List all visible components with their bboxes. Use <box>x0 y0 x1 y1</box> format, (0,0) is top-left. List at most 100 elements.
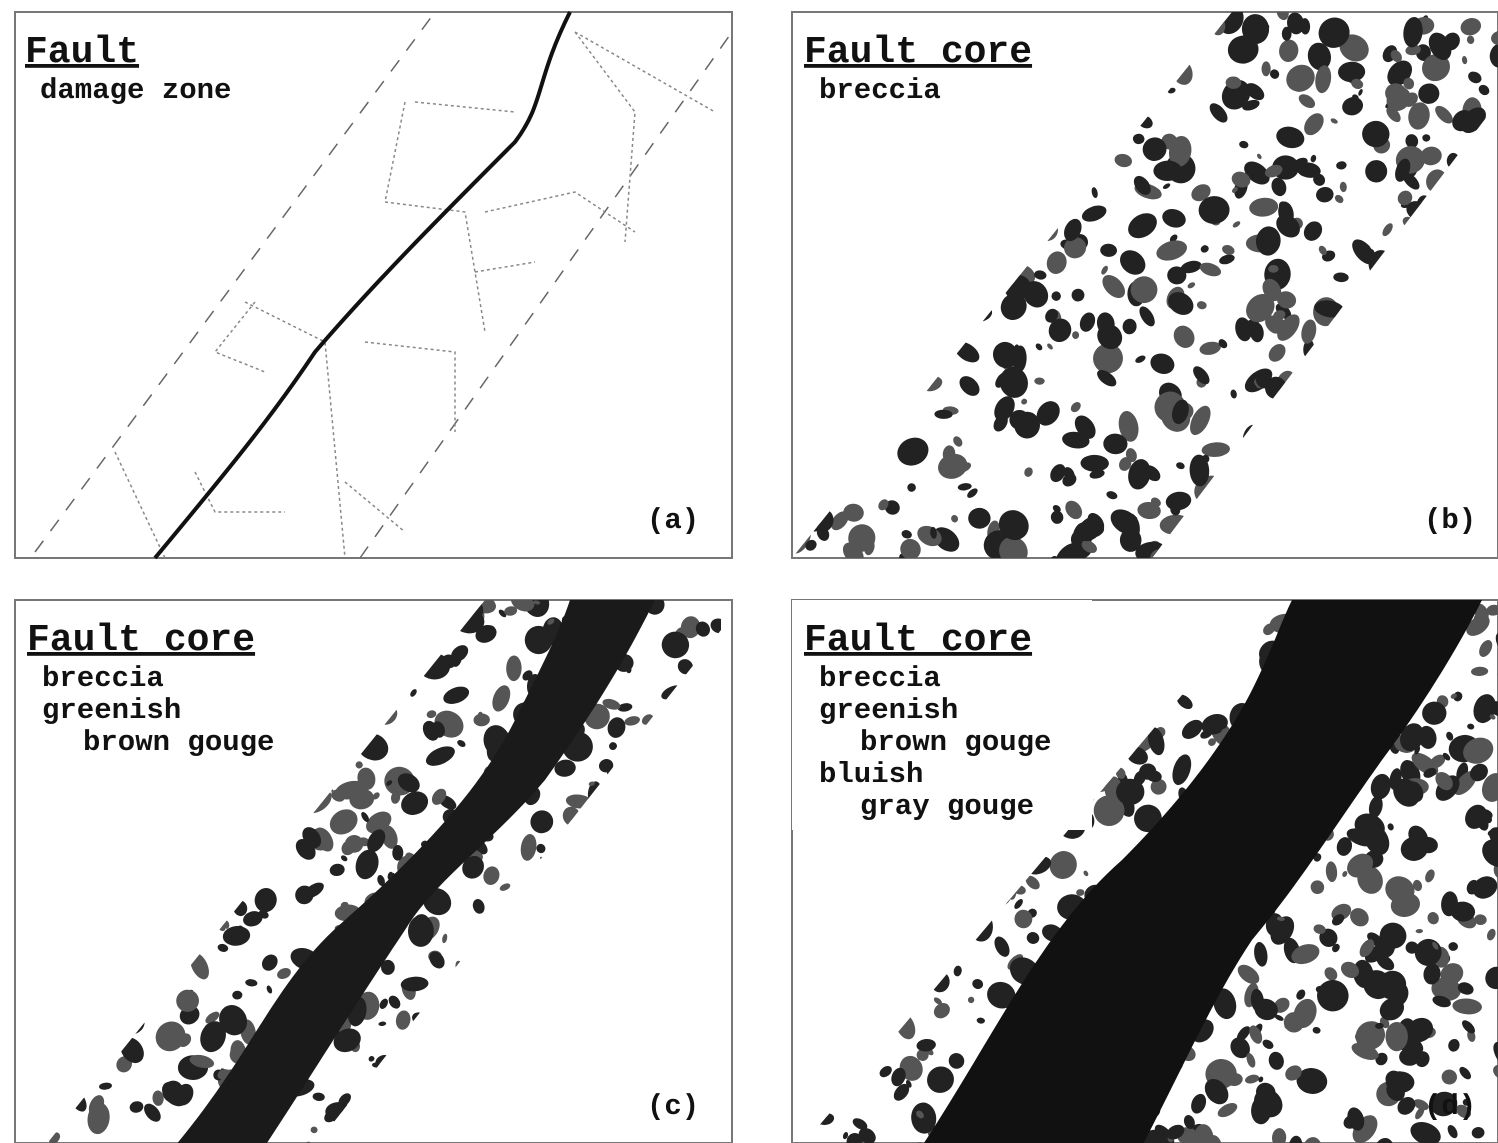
clast <box>42 834 65 867</box>
clast <box>634 916 644 927</box>
clast <box>687 1122 697 1131</box>
clast <box>373 701 402 729</box>
clast <box>201 770 213 782</box>
clast <box>1198 260 1223 279</box>
clast <box>1148 350 1178 377</box>
clast <box>697 912 709 920</box>
clast <box>178 909 184 916</box>
clast <box>1178 716 1206 743</box>
clast <box>684 978 697 989</box>
clast <box>581 1111 620 1143</box>
clast <box>1038 69 1055 90</box>
clast <box>1470 397 1489 416</box>
clast <box>679 772 706 800</box>
clast <box>14 878 30 898</box>
clast <box>464 1032 473 1037</box>
clast <box>978 100 1005 124</box>
clast <box>581 1022 614 1056</box>
clast <box>1091 187 1099 199</box>
clast <box>551 1015 562 1026</box>
clast <box>1079 154 1098 168</box>
clast <box>553 986 562 994</box>
clast <box>1031 11 1065 45</box>
clast <box>1464 458 1498 491</box>
panel-label: (c) <box>647 1090 699 1123</box>
clast <box>473 713 490 727</box>
clast <box>213 819 231 837</box>
clast <box>1133 133 1145 144</box>
clast <box>677 743 704 774</box>
clast <box>42 819 77 853</box>
clast <box>448 1006 478 1039</box>
clast <box>387 1074 392 1082</box>
clast <box>215 872 220 879</box>
clast <box>329 863 346 878</box>
clast <box>514 910 545 947</box>
clast <box>464 1036 500 1072</box>
clast <box>1312 1026 1321 1034</box>
clast <box>481 864 502 887</box>
clast <box>1078 97 1104 124</box>
clast <box>1044 132 1076 154</box>
clast <box>1482 963 1498 993</box>
clast <box>63 901 84 927</box>
clast <box>1123 208 1161 243</box>
clast <box>573 1126 583 1136</box>
clast <box>1229 511 1246 530</box>
clast <box>370 681 401 700</box>
clast <box>1077 310 1098 334</box>
clast <box>524 1079 537 1093</box>
clast <box>1200 529 1225 556</box>
clast <box>906 929 914 937</box>
clast <box>1466 69 1483 85</box>
clast <box>5 715 43 751</box>
clast <box>977 875 1015 911</box>
clast <box>1079 50 1102 76</box>
clast <box>1490 29 1498 46</box>
clast <box>1265 341 1289 365</box>
clast <box>1090 133 1121 157</box>
clast <box>106 880 122 900</box>
clast <box>1302 530 1311 538</box>
clast <box>1169 752 1195 787</box>
clast <box>328 1117 359 1143</box>
clast <box>870 876 904 911</box>
clast <box>1176 533 1195 547</box>
clast <box>966 72 984 87</box>
clast <box>895 378 906 386</box>
clast <box>369 705 388 723</box>
clast <box>1322 380 1336 400</box>
clast <box>1424 407 1443 423</box>
clast <box>786 1051 803 1064</box>
clast <box>550 1120 571 1140</box>
clast <box>1023 873 1042 892</box>
clast <box>25 1105 47 1121</box>
clast <box>1160 206 1188 231</box>
clast <box>1267 431 1285 453</box>
title: Fault core <box>27 619 255 662</box>
clast <box>1060 49 1089 84</box>
clast <box>1284 519 1306 534</box>
clast <box>1446 417 1474 446</box>
clast <box>524 898 551 925</box>
clast <box>1459 303 1468 314</box>
clast <box>585 1127 614 1143</box>
clast <box>72 779 88 800</box>
clast <box>1034 377 1045 385</box>
clast <box>614 968 635 995</box>
clast <box>506 655 522 681</box>
clast <box>701 905 742 946</box>
clast <box>1046 94 1066 123</box>
clast <box>848 133 881 170</box>
clast <box>87 936 98 946</box>
clast <box>13 786 37 808</box>
clast <box>893 433 933 471</box>
clast <box>374 1053 395 1073</box>
clast <box>810 494 821 508</box>
clast <box>799 945 809 962</box>
clast <box>655 981 677 1011</box>
clast <box>164 892 180 904</box>
clast <box>913 341 945 375</box>
clast <box>593 1052 634 1093</box>
clast <box>835 344 845 354</box>
